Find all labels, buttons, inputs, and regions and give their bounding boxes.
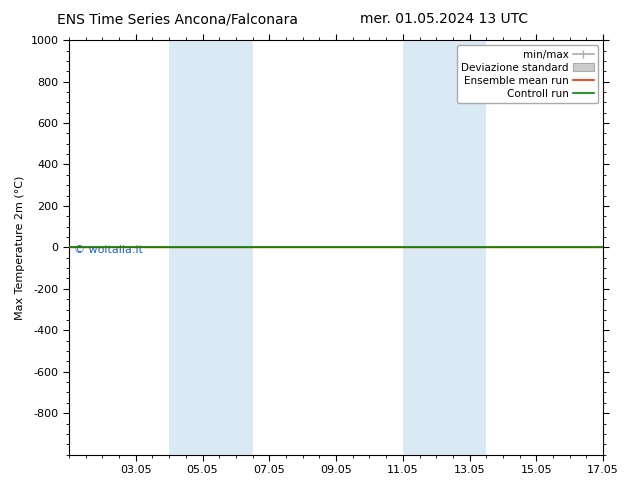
Legend: min/max, Deviazione standard, Ensemble mean run, Controll run: min/max, Deviazione standard, Ensemble m… [457, 46, 598, 103]
Bar [403, 40, 486, 455]
Text: mer. 01.05.2024 13 UTC: mer. 01.05.2024 13 UTC [359, 12, 528, 26]
Text: © woitalia.it: © woitalia.it [74, 245, 143, 255]
Bar [169, 40, 252, 455]
Text: ENS Time Series Ancona/Falconara: ENS Time Series Ancona/Falconara [57, 12, 298, 26]
Y-axis label: Max Temperature 2m (°C): Max Temperature 2m (°C) [15, 175, 25, 319]
